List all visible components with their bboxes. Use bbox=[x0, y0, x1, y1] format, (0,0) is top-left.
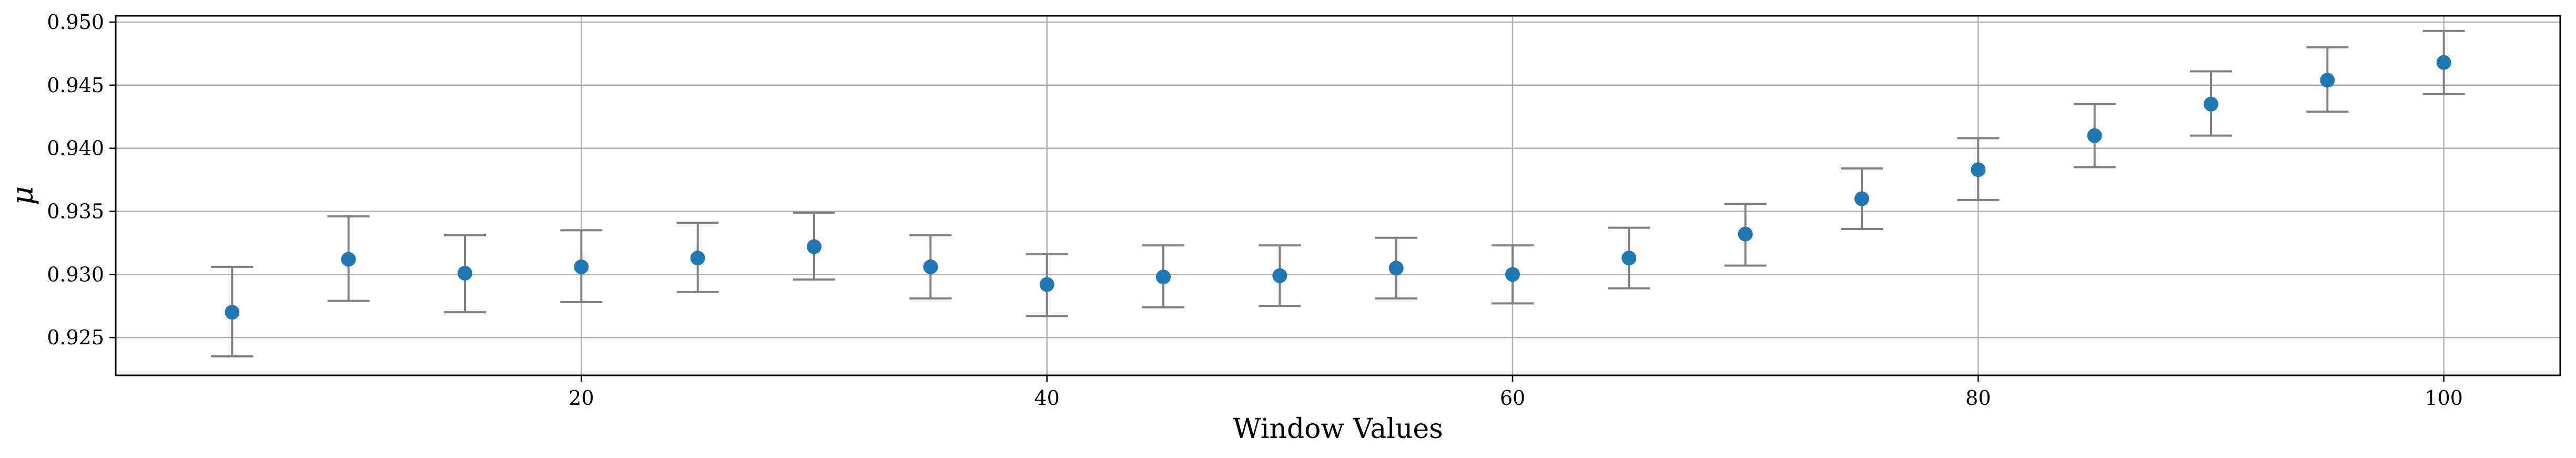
data-point bbox=[458, 265, 472, 281]
data-point bbox=[2087, 128, 2102, 143]
y-axis-label: μ bbox=[6, 186, 40, 205]
data-point bbox=[923, 259, 938, 274]
data-point bbox=[690, 251, 705, 266]
y-tick-label: 0.935 bbox=[47, 200, 104, 223]
data-point bbox=[2204, 96, 2218, 112]
data-point bbox=[1854, 191, 1869, 206]
axis-ticks: 20 40 60 80 100 0.925 0.930 0.935 0.940 0.945 0.95… bbox=[47, 11, 2463, 410]
data-point bbox=[1156, 270, 1171, 285]
data-point bbox=[1272, 268, 1287, 283]
data-point bbox=[807, 239, 822, 254]
y-tick-label: 0.940 bbox=[47, 137, 104, 160]
data-point bbox=[225, 305, 240, 320]
plot-frame bbox=[115, 15, 2561, 376]
data-point bbox=[1971, 162, 1986, 177]
x-axis-label: Window Values bbox=[1233, 413, 1443, 445]
data-point bbox=[1039, 277, 1054, 292]
data-points bbox=[225, 55, 2451, 320]
y-tick-label: 0.930 bbox=[47, 263, 104, 286]
x-tick-label: 60 bbox=[1500, 386, 1525, 410]
x-tick-label: 20 bbox=[569, 386, 594, 410]
data-point bbox=[2320, 73, 2335, 88]
data-point bbox=[1621, 251, 1637, 266]
data-point bbox=[2436, 55, 2451, 70]
data-point bbox=[574, 259, 589, 274]
x-tick-label: 40 bbox=[1034, 386, 1059, 410]
x-tick-label: 80 bbox=[1965, 386, 1991, 410]
data-point bbox=[1738, 226, 1753, 242]
x-tick-label: 100 bbox=[2425, 386, 2463, 410]
y-tick-label: 0.945 bbox=[47, 74, 104, 97]
grid-lines bbox=[116, 16, 2560, 375]
y-tick-label: 0.950 bbox=[47, 11, 104, 34]
data-point bbox=[1388, 261, 1404, 276]
data-point bbox=[341, 252, 356, 267]
data-point bbox=[1505, 267, 1520, 282]
y-tick-label: 0.925 bbox=[47, 326, 104, 349]
